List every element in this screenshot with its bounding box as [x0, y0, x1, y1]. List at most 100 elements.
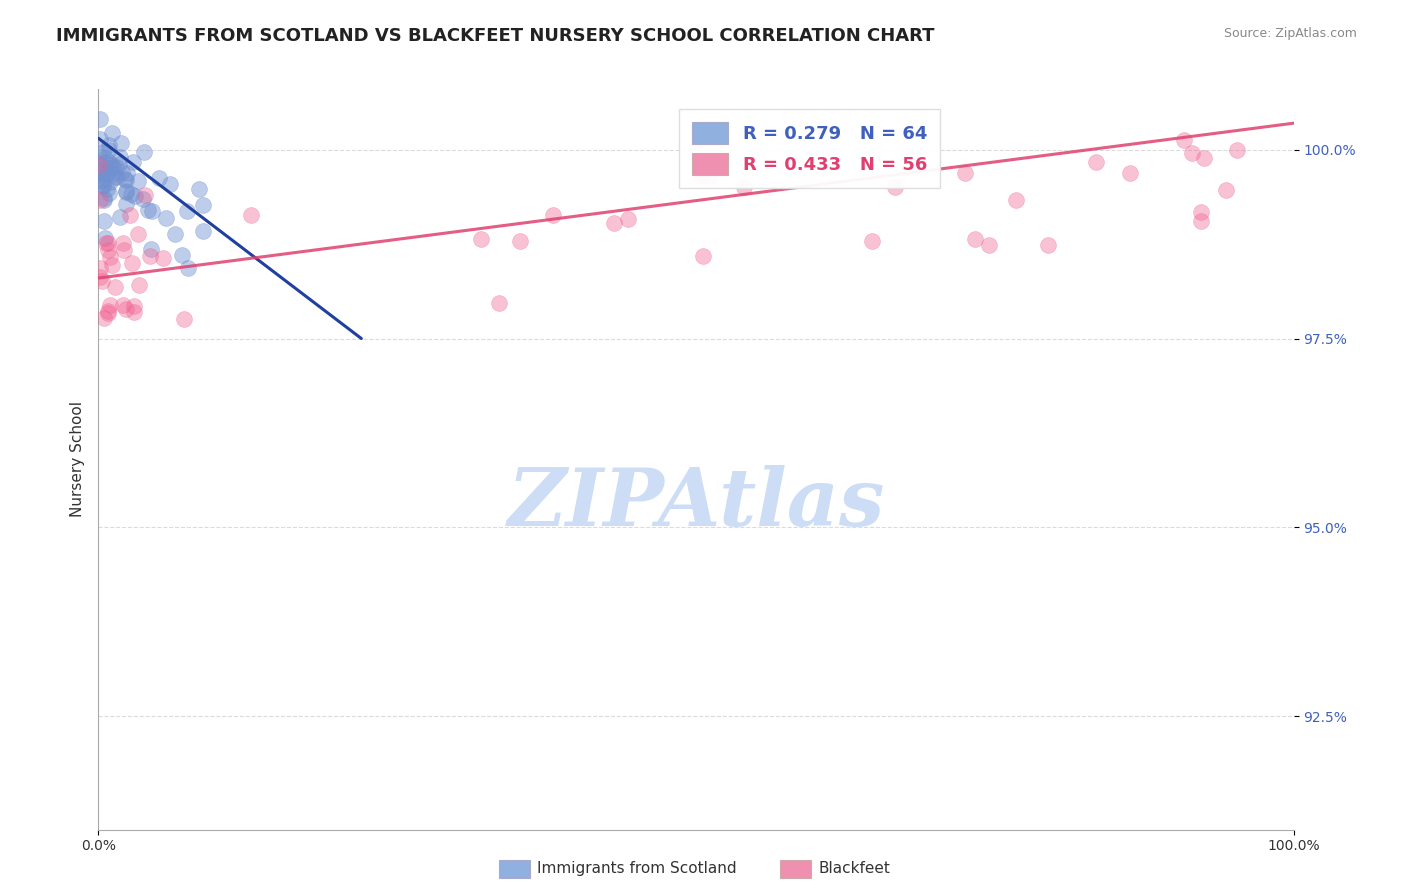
Point: [121, 155, 143, 169]
Point: [112, 243, 135, 257]
Point: [87, 149, 110, 163]
Point: [128, 278, 150, 293]
Point: [1181, 145, 1204, 160]
Point: [692, 249, 714, 263]
Point: [139, 242, 162, 256]
Point: [98, 143, 121, 157]
Point: [110, 136, 132, 150]
Point: [108, 157, 131, 171]
Point: [953, 166, 976, 180]
Point: [114, 172, 136, 186]
Point: [89, 270, 111, 285]
Point: [93, 154, 115, 169]
Point: [1226, 144, 1249, 158]
Point: [177, 261, 200, 276]
Point: [191, 198, 214, 212]
Point: [94, 231, 117, 245]
Point: [172, 248, 194, 262]
Point: [977, 238, 1000, 252]
Point: [98, 161, 121, 175]
Point: [139, 249, 162, 263]
Point: [239, 209, 262, 223]
Point: [93, 178, 115, 193]
Point: [115, 197, 138, 211]
Point: [105, 170, 128, 185]
Point: [176, 204, 198, 219]
Legend: R = 0.279   N = 64, R = 0.433   N = 56: R = 0.279 N = 64, R = 0.433 N = 56: [679, 110, 939, 187]
Point: [94, 167, 117, 181]
Point: [89, 165, 111, 179]
Point: [90, 173, 112, 187]
Point: [543, 208, 565, 222]
Point: [110, 211, 132, 225]
Point: [191, 223, 214, 237]
Point: [89, 112, 111, 127]
Point: [1036, 238, 1059, 252]
Point: [603, 216, 626, 230]
Point: [93, 145, 115, 159]
Point: [90, 163, 112, 178]
Point: [699, 169, 721, 184]
Point: [108, 150, 131, 164]
Point: [141, 204, 163, 219]
Point: [159, 178, 181, 192]
Point: [89, 131, 111, 145]
Point: [148, 171, 170, 186]
Point: [93, 311, 115, 326]
Point: [89, 261, 111, 276]
Point: [1173, 132, 1195, 146]
Point: [1189, 214, 1212, 228]
Point: [1085, 155, 1108, 169]
Point: [509, 234, 531, 248]
Point: [100, 298, 122, 312]
Point: [120, 186, 142, 201]
Y-axis label: Nursery School: Nursery School: [69, 401, 84, 517]
Point: [155, 211, 177, 226]
Point: [1194, 152, 1216, 166]
Point: [617, 211, 640, 226]
Text: ZIPAtlas: ZIPAtlas: [508, 465, 884, 542]
Point: [97, 137, 120, 152]
Point: [98, 175, 121, 189]
Point: [87, 158, 110, 172]
Point: [111, 236, 134, 251]
Point: [112, 298, 135, 312]
Point: [124, 189, 146, 203]
Point: [97, 154, 120, 169]
Text: Immigrants from Scotland: Immigrants from Scotland: [537, 862, 737, 876]
Point: [152, 251, 174, 265]
Point: [860, 235, 883, 249]
Point: [104, 160, 127, 174]
Point: [115, 166, 138, 180]
Text: IMMIGRANTS FROM SCOTLAND VS BLACKFEET NURSERY SCHOOL CORRELATION CHART: IMMIGRANTS FROM SCOTLAND VS BLACKFEET NU…: [56, 27, 935, 45]
Text: Source: ZipAtlas.com: Source: ZipAtlas.com: [1223, 27, 1357, 40]
Point: [127, 227, 149, 242]
Point: [97, 243, 120, 257]
Point: [104, 170, 127, 185]
Point: [93, 193, 115, 207]
Point: [136, 202, 159, 217]
Point: [91, 174, 114, 188]
Point: [124, 299, 146, 313]
Point: [115, 302, 138, 317]
Point: [173, 312, 195, 326]
Point: [101, 160, 124, 174]
Point: [91, 178, 114, 192]
Point: [94, 151, 117, 165]
Point: [1189, 205, 1212, 219]
Point: [124, 304, 146, 318]
Point: [96, 182, 118, 196]
Point: [101, 126, 124, 140]
Point: [1118, 166, 1140, 180]
Point: [120, 208, 142, 222]
Point: [89, 167, 111, 181]
Point: [97, 304, 120, 318]
Point: [127, 174, 149, 188]
Point: [93, 214, 115, 228]
Point: [89, 156, 111, 170]
Point: [115, 173, 138, 187]
Point: [965, 232, 987, 246]
Point: [98, 186, 121, 200]
Point: [1215, 183, 1237, 197]
Point: [94, 235, 117, 250]
